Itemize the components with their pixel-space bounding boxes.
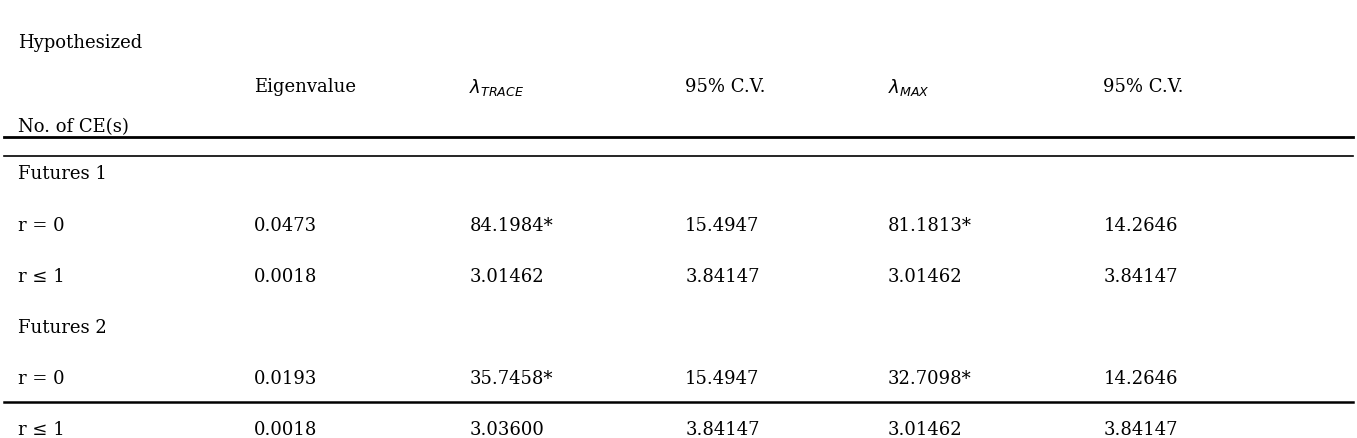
Text: 35.7458*: 35.7458* [470,370,552,388]
Text: Hypothesized: Hypothesized [18,35,142,53]
Text: 3.03600: 3.03600 [470,421,544,438]
Text: r = 0: r = 0 [18,217,64,235]
Text: $\lambda_{TRACE}$: $\lambda_{TRACE}$ [470,77,525,98]
Text: No. of CE(s): No. of CE(s) [18,118,129,136]
Text: 84.1984*: 84.1984* [470,217,554,235]
Text: r ≤ 1: r ≤ 1 [18,421,64,438]
Text: Futures 2: Futures 2 [18,319,106,337]
Text: 14.2646: 14.2646 [1103,217,1178,235]
Text: r = 0: r = 0 [18,370,64,388]
Text: 3.84147: 3.84147 [685,268,760,286]
Text: Eigenvalue: Eigenvalue [254,78,356,96]
Text: 32.7098*: 32.7098* [887,370,972,388]
Text: 15.4947: 15.4947 [685,370,760,388]
Text: 95% C.V.: 95% C.V. [1103,78,1183,96]
Text: 3.84147: 3.84147 [685,421,760,438]
Text: 0.0193: 0.0193 [254,370,318,388]
Text: 3.01462: 3.01462 [887,268,962,286]
Text: r ≤ 1: r ≤ 1 [18,268,64,286]
Text: 81.1813*: 81.1813* [887,217,972,235]
Text: 14.2646: 14.2646 [1103,370,1178,388]
Text: 0.0473: 0.0473 [254,217,316,235]
Text: 3.01462: 3.01462 [887,421,962,438]
Text: $\lambda_{MAX}$: $\lambda_{MAX}$ [887,77,930,98]
Text: 3.01462: 3.01462 [470,268,544,286]
Text: 15.4947: 15.4947 [685,217,760,235]
Text: 0.0018: 0.0018 [254,268,318,286]
Text: 3.84147: 3.84147 [1103,268,1178,286]
Text: 3.84147: 3.84147 [1103,421,1178,438]
Text: Futures 1: Futures 1 [18,166,107,184]
Text: 0.0018: 0.0018 [254,421,318,438]
Text: 95% C.V.: 95% C.V. [685,78,765,96]
